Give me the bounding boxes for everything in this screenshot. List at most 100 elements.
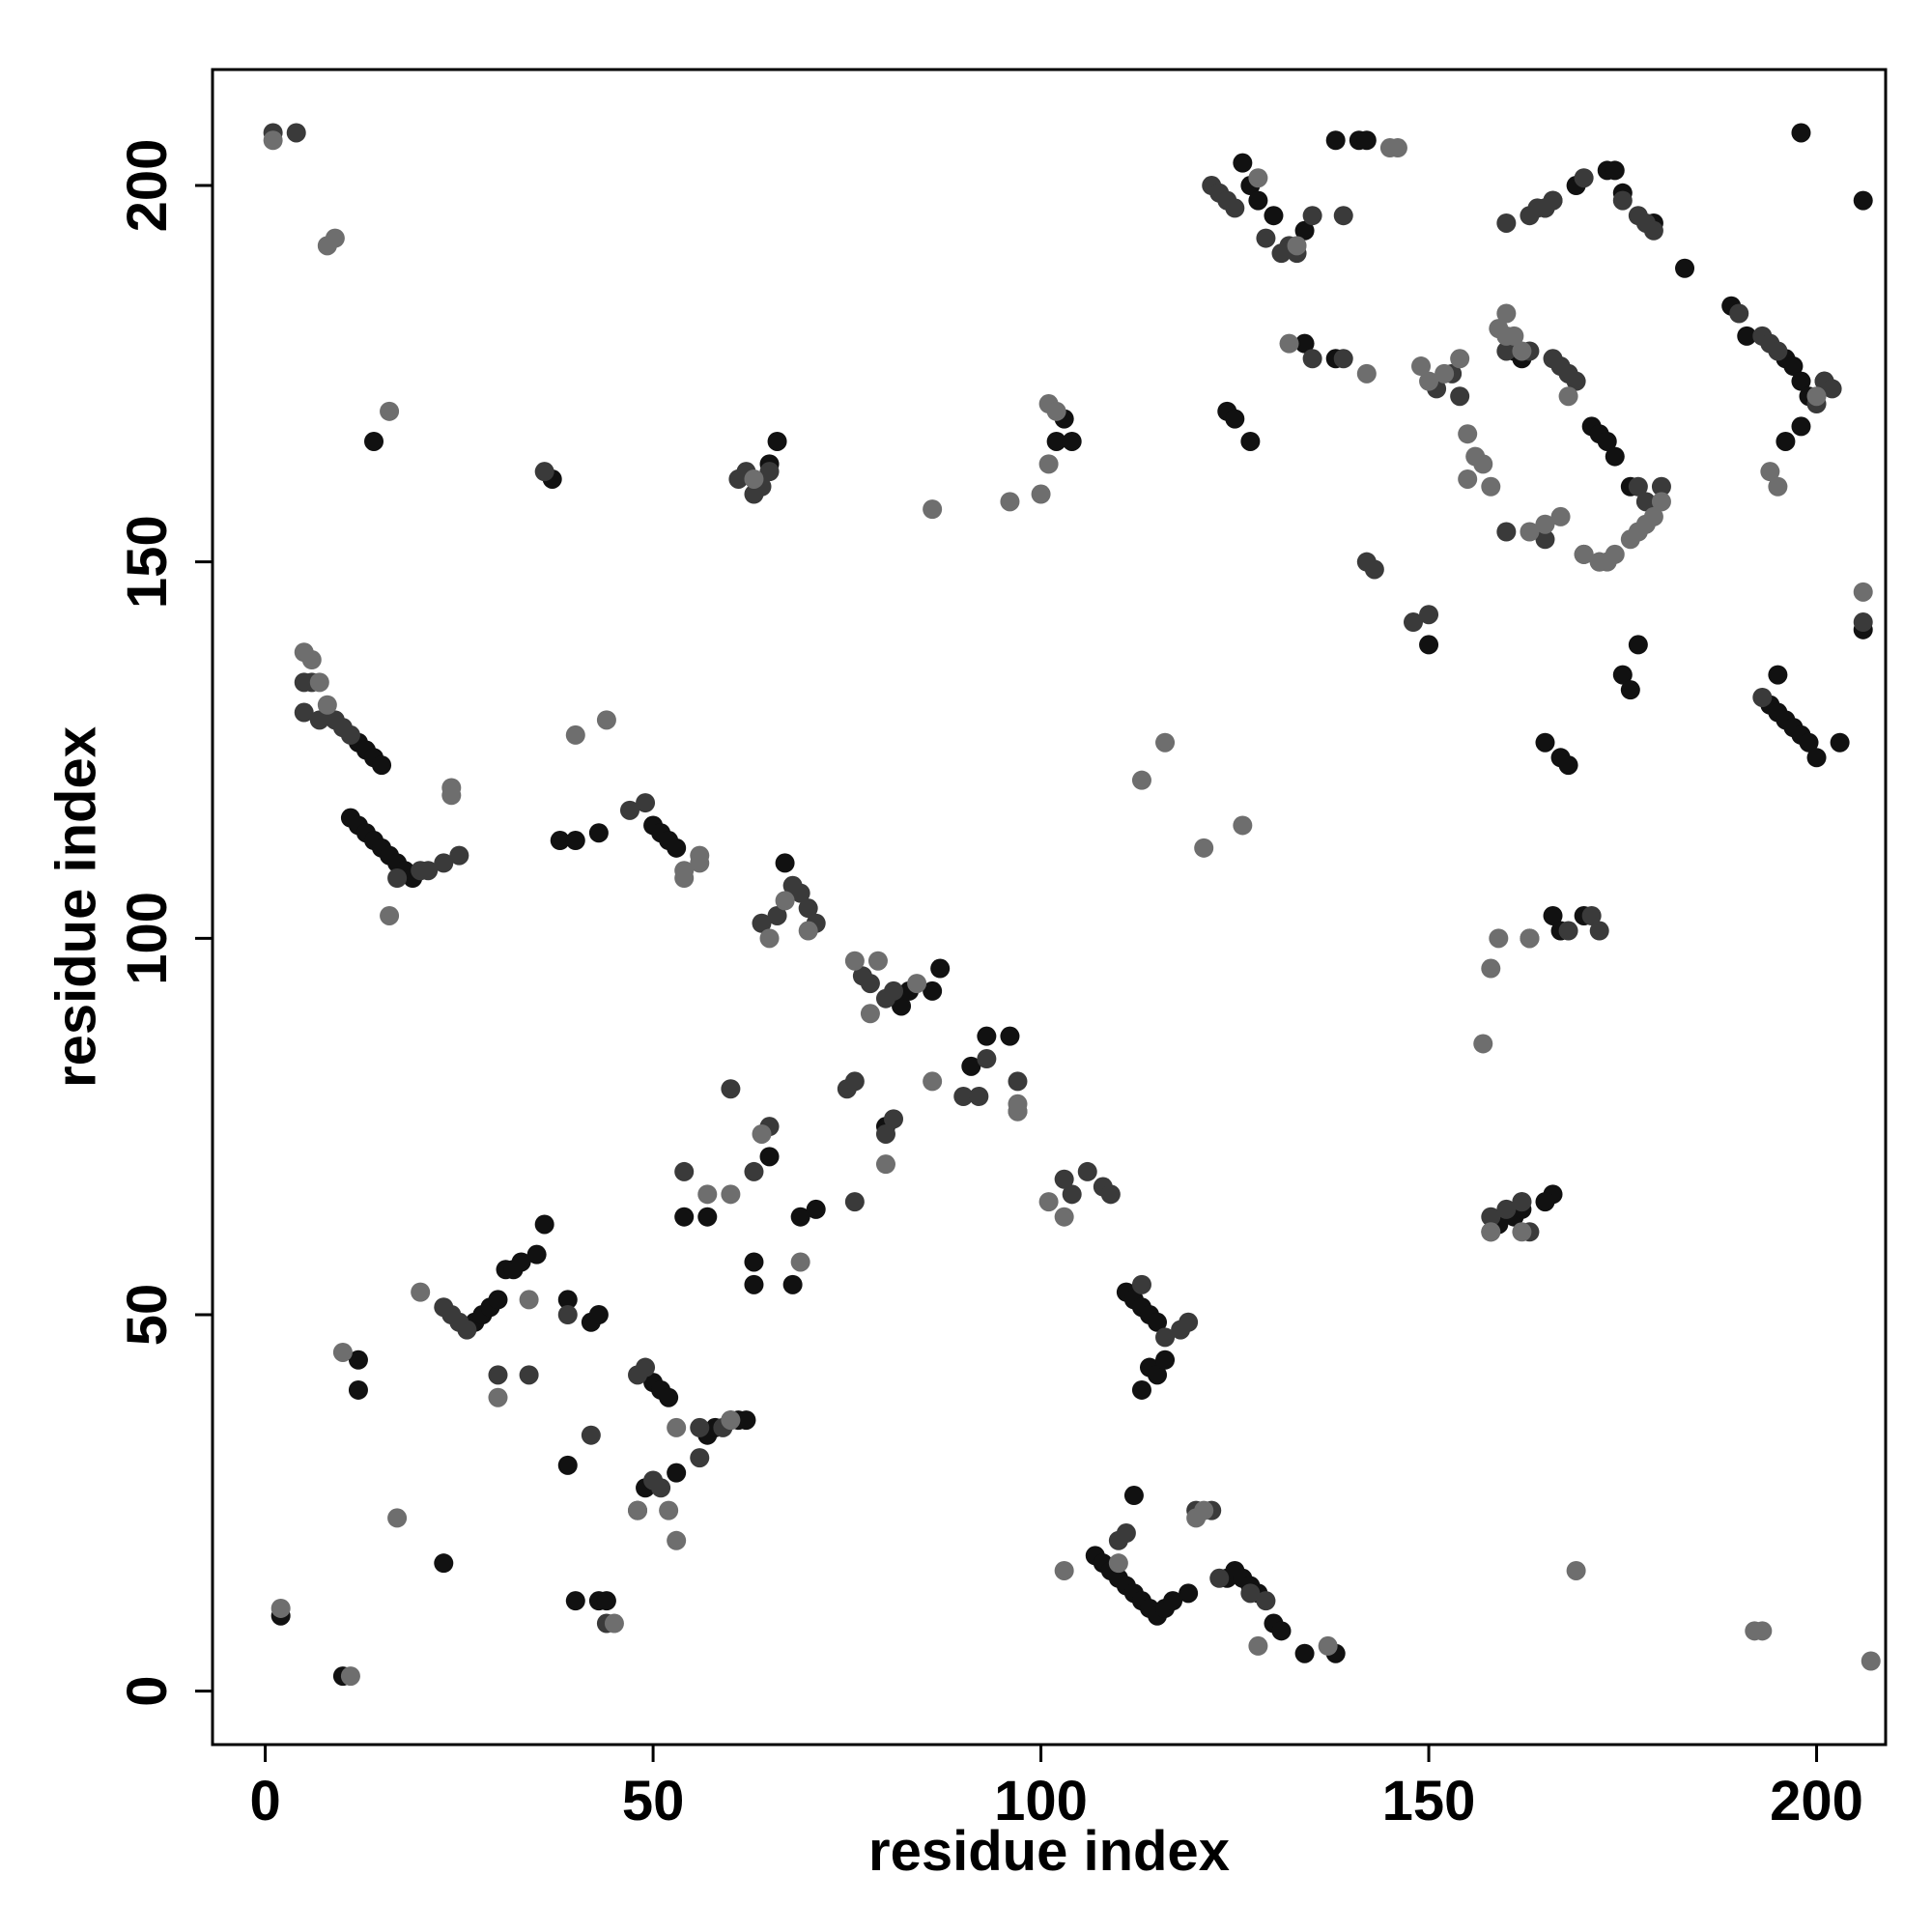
point [1411, 356, 1432, 377]
point [721, 1410, 741, 1431]
point [1675, 258, 1695, 278]
point [317, 695, 337, 715]
point [1853, 582, 1873, 602]
point [1148, 1365, 1168, 1385]
point [1419, 635, 1439, 655]
point [1256, 228, 1276, 248]
point [1356, 363, 1377, 384]
point [1038, 454, 1059, 474]
point [1581, 905, 1602, 925]
point [581, 1425, 601, 1445]
point [263, 130, 283, 151]
point [434, 1553, 454, 1574]
point [1558, 386, 1578, 407]
point [1768, 476, 1788, 497]
point [790, 1252, 810, 1272]
point [1248, 190, 1268, 211]
point [1473, 1034, 1493, 1054]
point [565, 831, 585, 851]
point [1481, 1207, 1501, 1227]
point [1155, 1327, 1176, 1348]
point [867, 951, 888, 971]
point [923, 499, 943, 520]
point [1620, 680, 1640, 700]
point [1737, 326, 1757, 346]
point [806, 1199, 826, 1219]
point [1520, 928, 1540, 949]
point [1233, 153, 1253, 173]
point [1496, 213, 1517, 233]
point [1861, 1651, 1881, 1671]
point [1450, 386, 1470, 407]
x-tick-label: 100 [994, 1770, 1088, 1833]
point [1163, 1591, 1183, 1611]
point [636, 793, 656, 813]
point [1535, 732, 1555, 753]
point [1279, 333, 1299, 354]
point [1651, 476, 1671, 497]
point [1520, 522, 1540, 542]
point [1450, 349, 1470, 369]
point [752, 913, 772, 933]
point [1752, 1621, 1773, 1641]
point [418, 861, 439, 881]
point [907, 974, 927, 994]
point [736, 1410, 756, 1431]
point [1054, 1169, 1074, 1189]
point [596, 1591, 616, 1611]
point [875, 1154, 895, 1175]
point [1566, 1560, 1586, 1580]
y-axis-title: residue index [44, 726, 107, 1088]
x-tick-label: 150 [1382, 1770, 1476, 1833]
point [1543, 190, 1563, 211]
point [557, 1290, 578, 1310]
point [1543, 905, 1563, 925]
point [1535, 529, 1555, 550]
point [1473, 454, 1493, 474]
point [457, 1320, 477, 1340]
point [519, 1290, 539, 1310]
point [1512, 341, 1532, 361]
point [1512, 1222, 1532, 1242]
point [884, 1109, 904, 1129]
point [1209, 1568, 1230, 1588]
point [1131, 770, 1151, 790]
point [1031, 484, 1051, 504]
point [721, 1184, 741, 1205]
point [1768, 341, 1788, 361]
point [790, 883, 810, 903]
point [301, 649, 322, 669]
point [1356, 130, 1377, 151]
point [1333, 206, 1353, 226]
point [674, 1207, 695, 1227]
point [1791, 416, 1811, 437]
point [534, 462, 554, 482]
point [1194, 1500, 1214, 1520]
point [1605, 446, 1625, 467]
point [1123, 1486, 1144, 1506]
point [1597, 431, 1617, 451]
point [1179, 1312, 1199, 1332]
point [1481, 476, 1501, 497]
point [1612, 190, 1633, 211]
point [1550, 506, 1571, 526]
point [1225, 409, 1245, 429]
point [1062, 431, 1082, 451]
point [1489, 928, 1509, 949]
point [1791, 371, 1811, 391]
point [270, 1598, 291, 1618]
point [1806, 748, 1827, 768]
y-tick-label: 200 [116, 139, 179, 233]
point [782, 1274, 803, 1294]
point [1481, 1222, 1501, 1242]
point [1155, 732, 1176, 753]
point [565, 724, 585, 745]
point [1387, 138, 1407, 158]
point [690, 1448, 710, 1468]
point [1000, 492, 1020, 512]
point [1853, 190, 1873, 211]
point [1062, 1184, 1082, 1205]
point [759, 462, 780, 482]
point [1496, 522, 1517, 542]
point [332, 1342, 353, 1362]
